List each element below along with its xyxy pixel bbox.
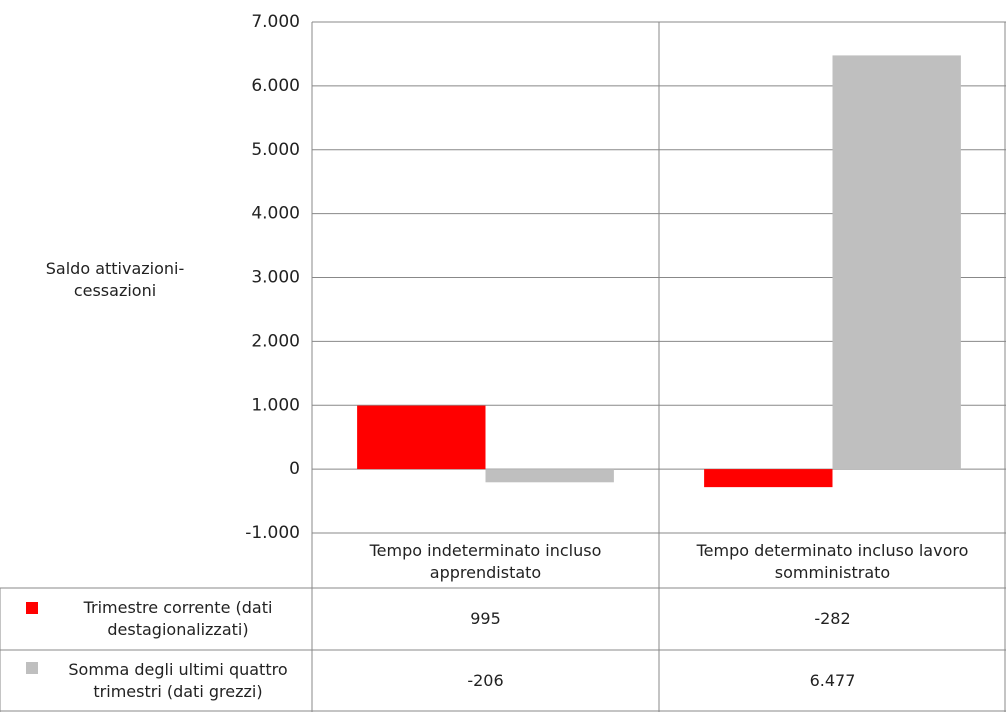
legend-label: Somma degli ultimi quattro trimestri (da… (68, 660, 288, 701)
y-tick-label: 3.000 (251, 268, 300, 288)
table-value: 995 (470, 609, 501, 628)
y-tick-label: 5.000 (251, 140, 300, 160)
y-tick-label: 4.000 (251, 204, 300, 224)
bar (832, 55, 961, 470)
y-tick-label: 2.000 (251, 331, 300, 351)
x-tick-label: Tempo indeterminato incluso apprendistat… (369, 540, 602, 582)
y-tick-label: 1.000 (251, 395, 300, 415)
y-axis-title: Saldo attivazioni-cessazioni (45, 259, 185, 300)
y-tick-label: 7.000 (251, 12, 300, 32)
bar (485, 469, 614, 483)
legend-swatch (26, 662, 38, 674)
table-value: -282 (814, 609, 851, 628)
y-tick-label: -1.000 (245, 523, 300, 543)
bar (357, 405, 486, 470)
legend-label: Trimestre corrente (dati destagionalizza… (83, 598, 273, 639)
table-value: -206 (467, 671, 504, 690)
x-tick-label: Tempo determinato incluso lavoro sommini… (696, 540, 969, 582)
bar (704, 469, 833, 488)
legend-swatch (26, 602, 38, 614)
y-tick-label: 6.000 (251, 76, 300, 96)
y-tick-label: 0 (289, 459, 300, 479)
table-value: 6.477 (809, 671, 856, 690)
